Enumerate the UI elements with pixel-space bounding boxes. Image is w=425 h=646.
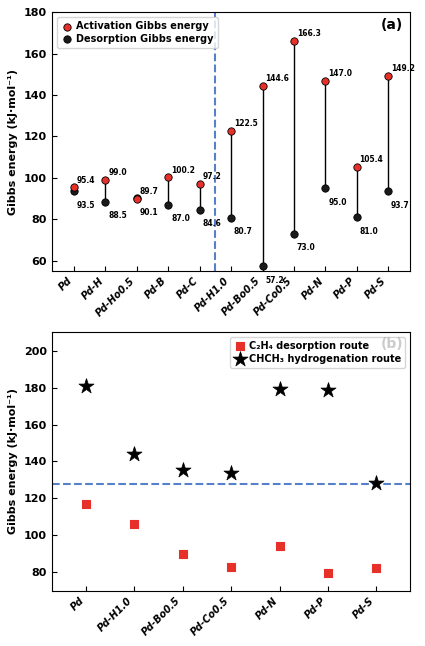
CHCH₃ hydrogenation route [373, 477, 380, 488]
CHCH₃ hydrogenation route [131, 449, 138, 459]
Text: 122.5: 122.5 [234, 120, 258, 129]
Desorption Gibbs energy [354, 212, 360, 222]
Desorption Gibbs energy [228, 213, 235, 223]
Text: 90.1: 90.1 [140, 208, 158, 217]
Desorption Gibbs energy [322, 183, 329, 193]
Text: (a): (a) [381, 17, 403, 32]
Text: 99.0: 99.0 [108, 168, 127, 177]
Desorption Gibbs energy [102, 196, 109, 207]
C₂H₄ desorption route [179, 548, 186, 559]
Y-axis label: Gibbs energy (kJ·mol⁻¹): Gibbs energy (kJ·mol⁻¹) [8, 388, 18, 534]
Text: 73.0: 73.0 [297, 244, 315, 253]
C₂H₄ desorption route [131, 519, 138, 530]
Activation Gibbs energy [354, 162, 360, 172]
Desorption Gibbs energy [259, 261, 266, 271]
Text: 89.7: 89.7 [140, 187, 159, 196]
Desorption Gibbs energy [71, 186, 77, 196]
Text: 95.4: 95.4 [77, 176, 95, 185]
Activation Gibbs energy [102, 174, 109, 185]
Text: 97.2: 97.2 [202, 172, 221, 181]
Text: 80.7: 80.7 [234, 227, 253, 236]
Text: 81.0: 81.0 [360, 227, 378, 236]
Desorption Gibbs energy [133, 193, 140, 203]
Desorption Gibbs energy [291, 229, 298, 239]
Text: (b): (b) [380, 337, 403, 351]
CHCH₃ hydrogenation route [325, 385, 332, 395]
Activation Gibbs energy [291, 36, 298, 46]
CHCH₃ hydrogenation route [179, 464, 186, 475]
Activation Gibbs energy [322, 76, 329, 86]
Text: 100.2: 100.2 [171, 165, 195, 174]
Text: 95.0: 95.0 [328, 198, 347, 207]
Y-axis label: Gibbs energy (kJ·mol⁻¹): Gibbs energy (kJ·mol⁻¹) [8, 68, 18, 214]
Desorption Gibbs energy [165, 200, 172, 210]
Activation Gibbs energy [228, 126, 235, 136]
Text: 84.6: 84.6 [202, 220, 221, 228]
Text: 93.7: 93.7 [391, 200, 410, 209]
Text: 149.2: 149.2 [391, 64, 415, 73]
C₂H₄ desorption route [228, 561, 235, 572]
Text: 57.2: 57.2 [265, 276, 284, 285]
CHCH₃ hydrogenation route [228, 468, 235, 479]
Text: 88.5: 88.5 [108, 211, 127, 220]
Activation Gibbs energy [385, 71, 392, 81]
Desorption Gibbs energy [385, 185, 392, 196]
Activation Gibbs energy [71, 182, 77, 193]
C₂H₄ desorption route [82, 499, 89, 509]
CHCH₃ hydrogenation route [82, 380, 89, 391]
Activation Gibbs energy [133, 194, 140, 204]
C₂H₄ desorption route [325, 568, 332, 578]
Activation Gibbs energy [165, 172, 172, 183]
Activation Gibbs energy [259, 80, 266, 90]
Legend: Activation Gibbs energy, Desorption Gibbs energy: Activation Gibbs energy, Desorption Gibb… [57, 17, 218, 48]
Text: 147.0: 147.0 [328, 69, 352, 78]
C₂H₄ desorption route [373, 563, 380, 573]
Activation Gibbs energy [196, 178, 203, 189]
Text: 166.3: 166.3 [297, 29, 320, 38]
Text: 105.4: 105.4 [360, 155, 383, 164]
CHCH₃ hydrogenation route [276, 384, 283, 395]
Desorption Gibbs energy [196, 205, 203, 215]
Text: 93.5: 93.5 [77, 201, 95, 210]
Text: 87.0: 87.0 [171, 214, 190, 224]
Legend: C₂H₄ desorption route, CHCH₃ hydrogenation route: C₂H₄ desorption route, CHCH₃ hydrogenati… [230, 337, 405, 368]
Text: 144.6: 144.6 [265, 74, 289, 83]
C₂H₄ desorption route [276, 541, 283, 552]
